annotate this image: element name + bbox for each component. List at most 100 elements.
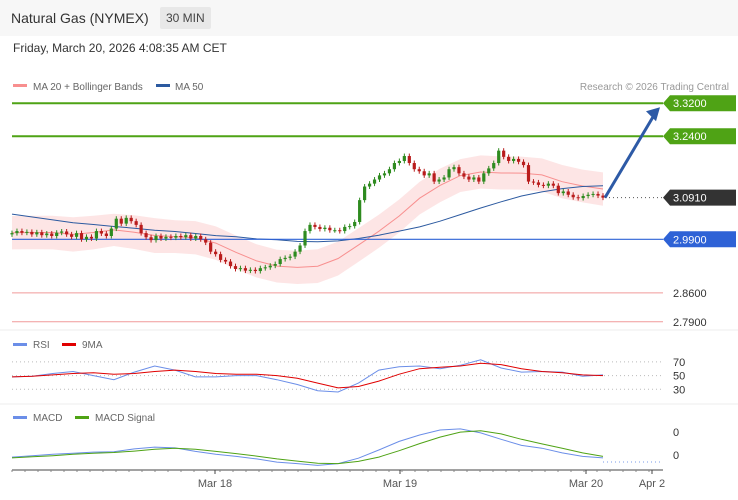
- legend-label-rsi: RSI: [33, 340, 50, 351]
- support_blue-tag: [663, 231, 736, 248]
- candle-body: [223, 259, 228, 262]
- candle-body: [402, 156, 406, 161]
- candle-body: [392, 163, 397, 170]
- candle-body: [576, 197, 580, 199]
- candle-body: [472, 177, 476, 180]
- candle-body: [308, 224, 312, 232]
- candle-body: [278, 259, 282, 265]
- candle-body: [507, 156, 511, 161]
- candle-body: [377, 175, 382, 180]
- timeframe-badge[interactable]: 30 MIN: [160, 7, 211, 29]
- candle-body: [407, 156, 411, 164]
- support-red-label: 2.8600: [673, 288, 707, 300]
- candle-body: [124, 217, 128, 224]
- bollinger-band-fill: [12, 155, 603, 284]
- candle-body: [323, 227, 327, 229]
- legend-label-rsi-ma: 9MA: [82, 340, 103, 351]
- candle-body: [502, 150, 506, 157]
- legend-swatch-ma50: [156, 84, 170, 87]
- ma50-line: [11, 185, 604, 243]
- candle-body: [348, 226, 352, 228]
- resistance-label: 3.2400: [673, 131, 707, 143]
- candle-body: [397, 160, 401, 164]
- candle-body: [387, 169, 392, 174]
- support_blue-label: 2.9900: [673, 234, 707, 246]
- candle-body: [343, 226, 347, 232]
- candle-body: [367, 183, 372, 187]
- candle-body: [462, 173, 466, 177]
- rsi-line: [11, 359, 604, 393]
- candle-body: [437, 179, 441, 182]
- candle-body: [248, 269, 252, 271]
- candle-body: [199, 236, 203, 240]
- legend-swatch-macd-signal: [75, 416, 89, 419]
- candle-body: [139, 224, 143, 234]
- candle-body: [189, 235, 193, 239]
- candle-body: [94, 231, 99, 239]
- instrument-title: Natural Gas (NYMEX): [11, 10, 149, 26]
- candle-body: [40, 232, 44, 236]
- candle-body: [591, 193, 595, 195]
- candle-body: [243, 268, 248, 271]
- macd-tick-label: 0: [673, 427, 679, 439]
- macd-tick-label: 0: [673, 450, 679, 462]
- candle-body: [273, 264, 277, 266]
- candle-body: [318, 226, 322, 229]
- candle-body: [492, 163, 496, 169]
- candle-body: [35, 232, 39, 235]
- candle-body: [25, 231, 29, 233]
- candle-body: [467, 176, 471, 180]
- candle-body: [283, 257, 287, 260]
- candle-body: [65, 231, 69, 235]
- current-price-label: 3.0910: [673, 193, 707, 205]
- candle-body: [179, 236, 183, 238]
- resistance-tag: [663, 95, 736, 112]
- credit-label: Research © 2026 Trading Central: [580, 82, 729, 93]
- candle-body: [45, 233, 49, 236]
- candle-body: [303, 231, 307, 246]
- support-red-label: 2.7900: [673, 317, 707, 329]
- candle-body: [447, 169, 451, 178]
- candle-body: [601, 195, 605, 198]
- candle-body: [372, 179, 377, 184]
- candle-body: [263, 267, 267, 269]
- candle-body: [452, 167, 456, 170]
- chart-header: [0, 0, 738, 36]
- macd-line: [11, 428, 604, 466]
- candle-body: [298, 245, 302, 252]
- candle-body: [427, 173, 431, 176]
- macd-signal-line: [11, 430, 604, 465]
- timestamp-label: Friday, March 20, 2026 4:08:35 AM CET: [13, 41, 227, 55]
- x-axis-tick-label: Mar 20: [569, 478, 603, 490]
- candle-body: [417, 169, 421, 172]
- candle-body: [60, 231, 64, 233]
- candle-body: [338, 230, 342, 232]
- candle-body: [497, 150, 501, 164]
- candle-body: [253, 269, 257, 272]
- candle-body: [551, 183, 555, 186]
- candle-body: [89, 236, 94, 239]
- candle-body: [20, 231, 24, 233]
- candle-body: [209, 242, 213, 252]
- candle-body: [536, 182, 541, 185]
- candle-body: [149, 237, 153, 241]
- candle-body: [109, 228, 113, 236]
- candle-body: [457, 167, 461, 174]
- candle-body: [174, 236, 178, 238]
- legend-label-macd: MACD: [33, 413, 62, 424]
- candle-body: [104, 233, 108, 236]
- candle-body: [238, 268, 243, 270]
- x-axis-tick-label: Mar 18: [198, 478, 232, 490]
- candle-body: [596, 193, 600, 196]
- candle-body: [154, 236, 158, 241]
- candle-body: [129, 217, 133, 222]
- candle-body: [313, 224, 317, 227]
- candle-body: [114, 218, 118, 229]
- candle-body: [382, 173, 387, 176]
- candle-body: [15, 231, 19, 234]
- candle-body: [328, 227, 332, 231]
- candle-body: [10, 233, 14, 235]
- candle-body: [164, 236, 168, 239]
- legend-label-ma50: MA 50: [175, 82, 204, 93]
- candle-body: [293, 251, 297, 257]
